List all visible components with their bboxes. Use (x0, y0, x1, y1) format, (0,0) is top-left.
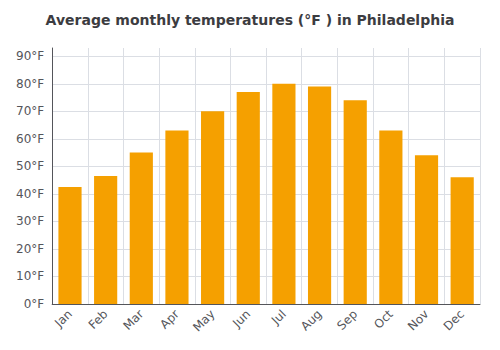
svg-text:Sep: Sep (334, 307, 360, 333)
svg-text:Nov: Nov (405, 307, 431, 333)
svg-text:Jan: Jan (51, 307, 75, 331)
svg-text:10°F: 10°F (16, 269, 44, 283)
svg-text:May: May (190, 307, 217, 334)
svg-text:30°F: 30°F (16, 214, 44, 228)
svg-text:Mar: Mar (120, 307, 146, 333)
svg-text:Aug: Aug (298, 307, 324, 333)
svg-text:40°F: 40°F (16, 187, 44, 201)
svg-text:Average monthly temperatures (: Average monthly temperatures (°F ) in Ph… (46, 12, 455, 28)
svg-text:Apr: Apr (157, 307, 182, 332)
svg-text:0°F: 0°F (24, 297, 45, 311)
svg-text:Oct: Oct (371, 307, 396, 332)
svg-text:20°F: 20°F (16, 242, 44, 256)
svg-text:60°F: 60°F (16, 132, 44, 146)
svg-text:90°F: 90°F (16, 49, 44, 63)
svg-text:Jul: Jul (268, 307, 289, 328)
svg-text:50°F: 50°F (16, 159, 44, 173)
svg-text:80°F: 80°F (16, 77, 44, 91)
svg-text:Feb: Feb (86, 307, 111, 332)
svg-text:Dec: Dec (441, 307, 467, 333)
svg-text:70°F: 70°F (16, 104, 44, 118)
svg-text:Jun: Jun (229, 307, 253, 331)
